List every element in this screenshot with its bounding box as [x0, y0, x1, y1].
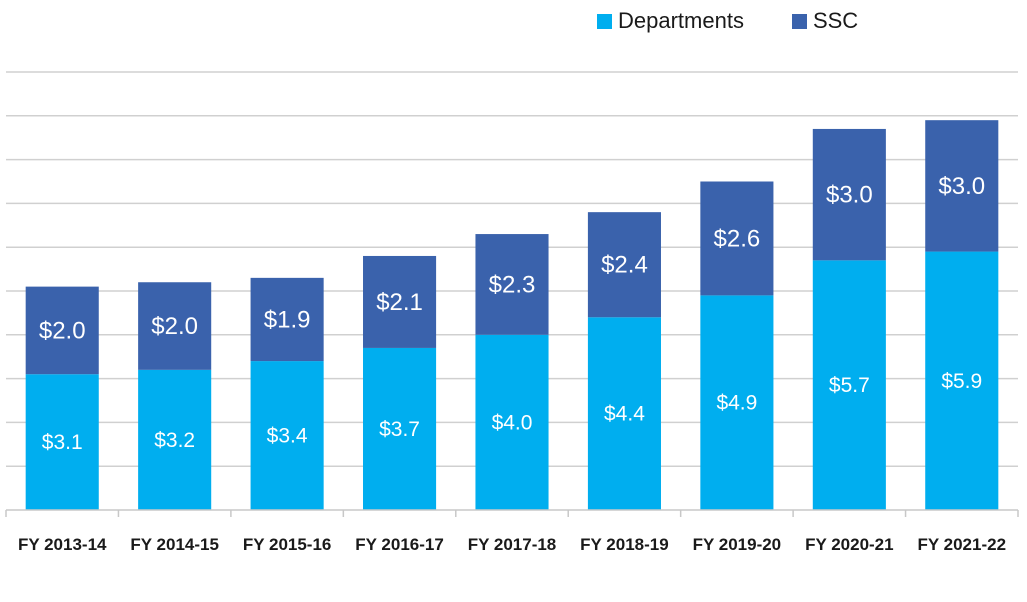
x-tick-label: FY 2014-15 [130, 535, 219, 554]
data-label-departments-6: $4.9 [716, 392, 757, 415]
x-tick-label: FY 2017-18 [468, 535, 557, 554]
data-label-departments-7: $5.7 [829, 374, 870, 397]
bar-ssc-1 [138, 282, 212, 370]
x-tick-label: FY 2019-20 [693, 535, 782, 554]
bar-ssc-3 [363, 255, 437, 348]
bar-departments-1 [138, 369, 212, 510]
legend-label-departments: Departments [618, 8, 744, 33]
bar-ssc-0 [25, 286, 99, 375]
data-label-departments-5: $4.4 [604, 403, 645, 426]
x-tick-label: FY 2020-21 [805, 535, 894, 554]
x-tick-label: FY 2021-22 [918, 535, 1007, 554]
bar-departments-3 [363, 347, 437, 510]
data-label-departments-8: $5.9 [941, 370, 982, 393]
bar-departments-6 [700, 295, 774, 510]
data-label-ssc-5: $2.4 [601, 252, 648, 279]
bar-departments-5 [587, 317, 661, 510]
data-label-ssc-7: $3.0 [826, 182, 873, 209]
legend: Departments SSC [597, 8, 906, 34]
bar-departments-0 [25, 374, 99, 510]
bar-ssc-4 [475, 234, 549, 335]
x-tick-label: FY 2013-14 [18, 535, 107, 554]
bar-departments-4 [475, 334, 549, 510]
bar-departments-7 [812, 260, 886, 510]
x-tick-label: FY 2015-16 [243, 535, 332, 554]
legend-item-ssc: SSC [791, 8, 859, 34]
data-label-departments-0: $3.1 [42, 431, 83, 454]
legend-swatch-departments [597, 13, 612, 29]
bar-ssc-5 [587, 212, 661, 318]
data-label-ssc-1: $2.0 [151, 313, 198, 340]
data-label-departments-2: $3.4 [267, 425, 308, 448]
data-label-departments-4: $4.0 [492, 411, 533, 434]
x-tick-label: FY 2016-17 [355, 535, 444, 554]
data-label-departments-3: $3.7 [379, 418, 420, 441]
bar-ssc-6 [700, 181, 774, 296]
data-label-ssc-2: $1.9 [264, 306, 311, 333]
legend-item-departments: Departments [597, 8, 744, 34]
legend-swatch-ssc [791, 13, 807, 29]
data-label-ssc-3: $2.1 [376, 289, 423, 316]
bar-ssc-8 [925, 120, 999, 252]
data-label-ssc-6: $2.6 [714, 225, 761, 252]
data-label-ssc-0: $2.0 [39, 317, 86, 344]
data-label-ssc-4: $2.3 [489, 271, 536, 298]
bar-departments-2 [250, 361, 324, 510]
data-label-departments-1: $3.2 [154, 429, 195, 452]
bar-ssc-2 [250, 277, 324, 362]
legend-label-ssc: SSC [812, 8, 859, 33]
x-tick-label: FY 2018-19 [580, 535, 669, 554]
bar-departments-8 [925, 251, 999, 510]
data-label-ssc-8: $3.0 [938, 173, 985, 200]
bar-ssc-7 [812, 128, 886, 261]
